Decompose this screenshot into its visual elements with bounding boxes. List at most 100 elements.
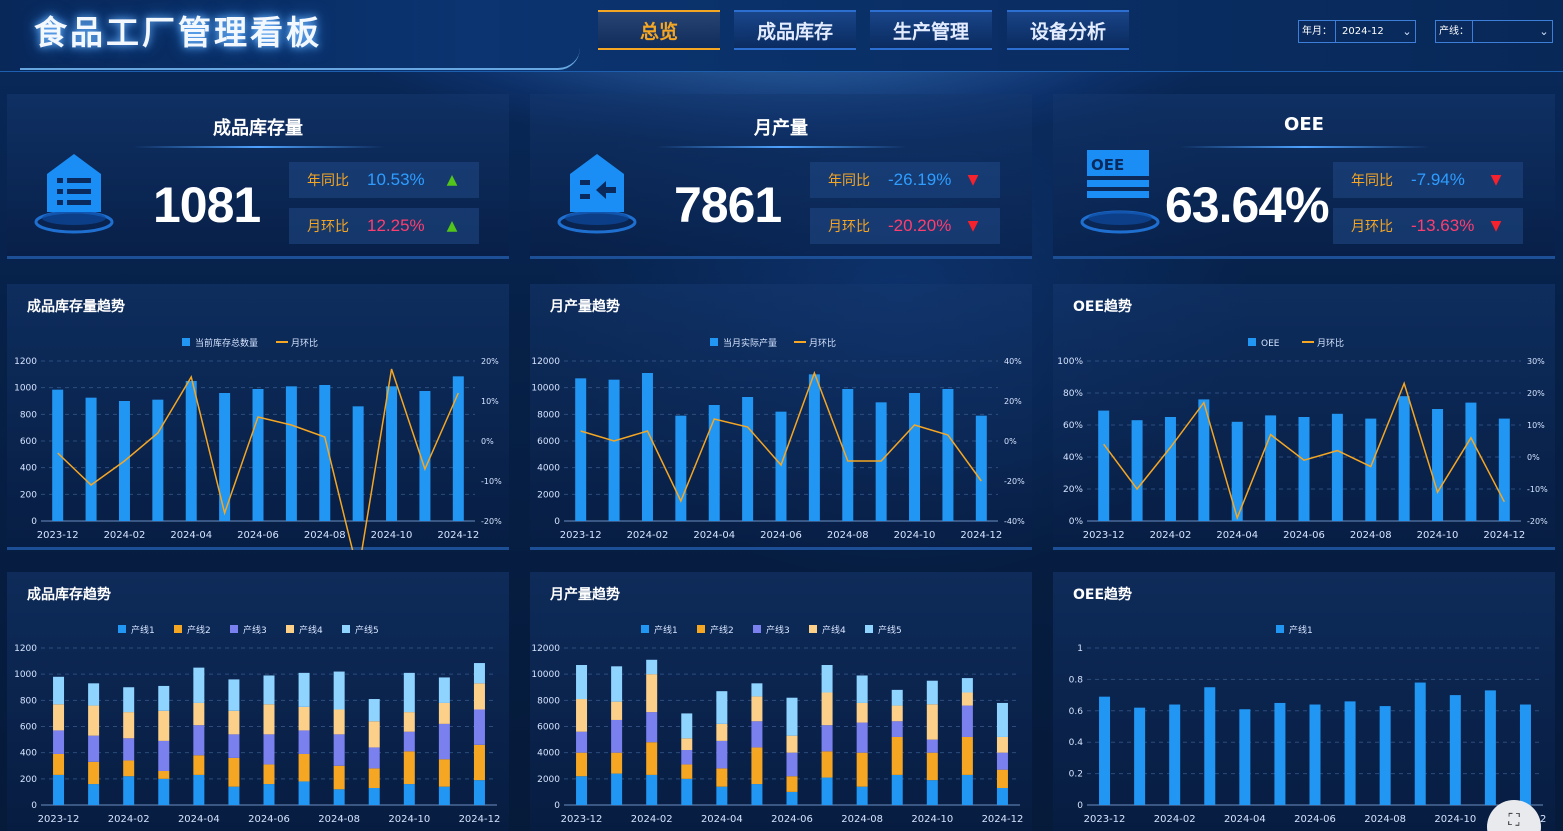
- bar: [1398, 396, 1410, 521]
- legend-label: 产线2: [710, 624, 734, 636]
- legend-label: 月环比: [1317, 337, 1344, 349]
- y2-tick-label: 20%: [1004, 397, 1022, 406]
- bar: [1432, 409, 1444, 521]
- title-decoration: [20, 48, 580, 70]
- stacked-bar-segment: [716, 786, 728, 805]
- tab-production-management[interactable]: 生产管理: [870, 10, 992, 50]
- chart-title: OEE趋势: [1073, 587, 1133, 603]
- legend-label: 产线1: [654, 624, 678, 636]
- bar: [386, 386, 398, 521]
- stacked-bar-segment: [438, 759, 450, 787]
- stacked-bar-segment: [786, 735, 798, 753]
- x-tick-label: 2024-02: [627, 530, 669, 541]
- chart-panel-oee-trend: OEE趋势 0% 20% 40% 60% 80% 100% -20% -10% 0% 10% 20%…: [1053, 284, 1555, 550]
- stacked-bar-segment: [681, 713, 693, 739]
- line-select-label: 产线：: [1436, 21, 1473, 42]
- tab-finished-inventory[interactable]: 成品库存: [734, 10, 856, 50]
- stacked-bar-segment: [228, 710, 240, 735]
- y-tick-label: 12000: [531, 644, 560, 654]
- tab-equipment-analysis[interactable]: 设备分析: [1007, 10, 1129, 50]
- y-tick-label: 800: [20, 410, 37, 420]
- stacked-bar-segment: [88, 683, 100, 706]
- bar: [608, 379, 620, 521]
- series-line: [57, 368, 459, 574]
- legend-label: 产线3: [766, 624, 790, 636]
- y-tick-label: 0: [31, 801, 37, 811]
- list-icon: [34, 154, 114, 234]
- stacked-bar-segment: [576, 731, 588, 753]
- y2-tick-label: 0%: [481, 437, 494, 446]
- legend-swatch: [230, 625, 238, 633]
- y2-tick-label: 0%: [1527, 453, 1540, 462]
- legend-swatch: [865, 625, 873, 633]
- stacked-bar-segment: [996, 702, 1008, 737]
- stacked-bar-segment: [856, 702, 868, 723]
- stacked-bar-segment: [438, 702, 450, 724]
- yoy-value: -26.19%: [888, 170, 952, 189]
- bar: [1134, 707, 1146, 805]
- x-tick-label: 2024-08: [1350, 530, 1392, 541]
- stacked-bar-segment: [856, 675, 868, 703]
- stacked-bar-segment: [611, 719, 623, 753]
- stacked-bar-segment: [576, 699, 588, 732]
- stacked-bar-segment: [926, 680, 938, 705]
- x-tick-label: 2024-08: [304, 530, 346, 541]
- stacked-bar-segment: [821, 751, 833, 778]
- bar: [1239, 709, 1251, 805]
- chart-panel-oee-by-line: OEE趋势 0 0.2 0.4 0.6 0.8 1 2023-12 2024-02 2024-0…: [1053, 572, 1555, 831]
- month-select[interactable]: 年月： 2024-12 ⌄: [1298, 20, 1416, 43]
- y-tick-label: 1000: [14, 384, 37, 394]
- month-select-label: 年月：: [1299, 21, 1336, 42]
- x-tick-label: 2024-12: [960, 530, 1002, 541]
- y-tick-label: 0: [554, 517, 560, 527]
- oee-trend-chart: 0% 20% 40% 60% 80% 100% -20% -10% 0% 10% 20% 30% 202…: [1057, 337, 1548, 541]
- yoy-compare: 年同比 -7.94% ▼: [1333, 162, 1523, 198]
- stacked-bar-segment: [891, 705, 903, 722]
- stacked-bar-segment: [298, 706, 310, 731]
- bar: [185, 381, 197, 521]
- chart-panel-output-by-line: 月产量趋势 0 2000 4000 6000 8000 10000 12000 2023-12…: [530, 572, 1032, 831]
- mom-label: 月环比: [828, 219, 870, 235]
- kpi-value: 63.64%: [1165, 177, 1330, 233]
- stacked-bar-segment: [716, 723, 728, 741]
- stacked-bar-segment: [228, 679, 240, 711]
- bar: [1484, 690, 1496, 805]
- stacked-bar-segment: [926, 780, 938, 805]
- x-tick-label: 2024-06: [760, 530, 802, 541]
- stacked-bar-segment: [333, 709, 345, 735]
- stacked-bar-segment: [263, 734, 275, 765]
- legend-label: 当前库存总数量: [195, 337, 258, 349]
- stacked-bar-segment: [611, 701, 623, 720]
- stacked-bar-segment: [996, 752, 1008, 770]
- y-tick-label: 200: [20, 490, 37, 500]
- kpi-card-monthly-output: 月产量 7861 年同比 -26.19% ▼ 月环比 -20.20% ▼: [530, 94, 1032, 259]
- x-tick-label: 2024-06: [771, 814, 813, 825]
- bar: [1164, 417, 1176, 521]
- x-tick-label: 2024-06: [248, 814, 290, 825]
- tab-overview[interactable]: 总览: [598, 10, 720, 50]
- legend-swatch: [641, 625, 649, 633]
- legend-label: 产线4: [822, 624, 846, 636]
- stacked-bar-segment: [368, 747, 380, 769]
- stacked-bar-segment: [53, 730, 65, 754]
- stacked-bar-segment: [473, 780, 485, 805]
- y-tick-label: 800: [20, 696, 37, 706]
- stacked-bar-segment: [473, 744, 485, 781]
- line-select[interactable]: 产线： ⌄: [1435, 20, 1553, 43]
- x-tick-label: 2023-12: [560, 530, 602, 541]
- chevron-down-icon: ⌄: [1539, 25, 1549, 38]
- stacked-bar-segment: [473, 683, 485, 710]
- kpi-card-oee: OEE OEE 63.64% 年同比 -7.94% ▼ 月环比 -13.63% …: [1053, 94, 1555, 259]
- y-tick-label: 8000: [537, 696, 560, 706]
- mom-value: -13.63%: [1411, 216, 1475, 235]
- stacked-bar-segment: [333, 789, 345, 805]
- y2-tick-label: -20%: [1527, 517, 1548, 526]
- yoy-label: 年同比: [1351, 173, 1393, 189]
- legend-label: 产线4: [299, 624, 323, 636]
- stacked-bar-segment: [856, 752, 868, 787]
- stacked-bar-segment: [263, 784, 275, 805]
- y2-tick-label: 20%: [481, 357, 499, 366]
- legend-label: 月环比: [291, 337, 318, 349]
- stacked-bar-segment: [716, 691, 728, 724]
- stacked-bar-segment: [123, 712, 135, 739]
